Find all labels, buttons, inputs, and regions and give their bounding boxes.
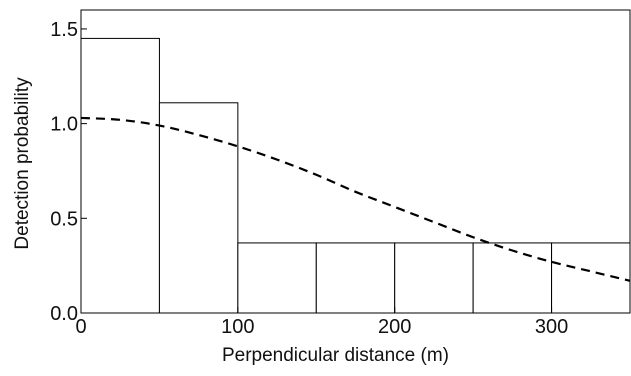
- x-tick-label: 100: [221, 316, 254, 338]
- histogram-bar: [158, 102, 239, 314]
- y-tick-label: 0.5: [50, 208, 78, 230]
- y-axis-ticks: 0.0 0.5 1.0 1.5: [50, 19, 87, 325]
- fitted-detection-curve: [80, 116, 631, 282]
- y-axis-label: Detection probability: [12, 77, 33, 250]
- x-tick-label: 300: [535, 316, 568, 338]
- histogram-bar: [237, 242, 317, 314]
- x-axis-label: Perpendicular distance (m): [222, 345, 449, 366]
- y-tick-label: 1.0: [50, 114, 78, 136]
- plot-frame: [80, 9, 631, 314]
- x-axis-ticks: 0 100 200 300: [75, 307, 568, 338]
- y-tick-label: 0.0: [50, 303, 78, 325]
- histogram-bar: [472, 242, 553, 314]
- y-tick-label: 1.5: [50, 19, 78, 41]
- histogram-bars: [80, 37, 631, 314]
- histogram-bar: [394, 242, 474, 314]
- x-tick-label: 0: [75, 316, 86, 338]
- histogram-bar: [315, 242, 396, 314]
- histogram-bar: [80, 37, 160, 314]
- x-tick-label: 200: [378, 316, 411, 338]
